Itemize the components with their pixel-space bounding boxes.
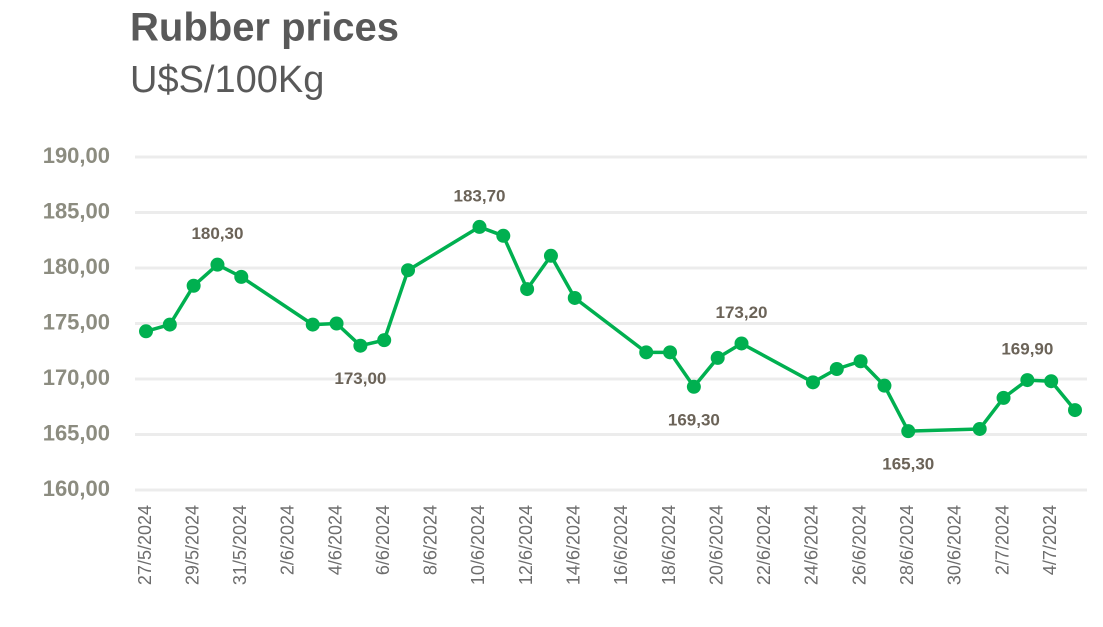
point [901,424,916,439]
data-label: 180,30 [191,224,243,243]
x-tick-label: 16/6/2024 [611,505,631,585]
line [145,225,1077,433]
data-label: 173,00 [334,369,386,388]
point [1068,403,1082,418]
point [639,345,654,360]
y-tick-label: 190,00 [43,143,110,168]
x-tick-label: 10/6/2024 [468,505,488,585]
point [401,263,416,278]
point [1044,374,1059,389]
y-tick-label: 175,00 [43,309,110,334]
point [686,379,701,394]
point [210,257,225,272]
point [543,248,558,263]
x-tick-label: 6/6/2024 [373,505,393,575]
chart-subtitle: U$S/100Kg [130,59,324,101]
point [139,324,153,339]
data-label: 169,30 [668,410,720,429]
x-tick-label: 27/5/2024 [135,505,155,585]
point [734,336,749,351]
chart-title: Rubber prices [130,6,399,50]
x-tick-label: 4/6/2024 [325,505,345,575]
x-tick-label: 12/6/2024 [516,505,536,585]
x-tick-label: 28/6/2024 [897,505,917,585]
point [377,333,392,348]
data-label: 165,30 [882,455,934,474]
data-label: 169,90 [1001,340,1053,359]
point [162,317,177,332]
data-label: 173,20 [716,303,768,322]
point [853,354,868,369]
point [996,390,1011,405]
point [972,421,987,436]
x-tick-label: 22/6/2024 [754,505,774,585]
point [829,362,844,377]
point [710,350,725,365]
x-tick-label: 2/6/2024 [278,505,298,575]
point [663,345,678,360]
x-tick-label: 29/5/2024 [182,505,202,585]
point [353,338,368,353]
x-tick-label: 14/6/2024 [564,505,584,585]
data-label: 183,70 [453,186,505,205]
point [305,317,320,332]
x-tick-label: 30/6/2024 [945,505,965,585]
point [1020,373,1035,388]
x-tick-label: 31/5/2024 [230,505,250,585]
point [805,375,820,390]
point [234,269,249,284]
y-tick-label: 170,00 [43,365,110,390]
x-tick-label: 2/7/2024 [992,505,1012,575]
y-tick-label: 180,00 [43,254,110,279]
point [496,228,511,243]
point [567,290,582,305]
point [186,278,201,293]
y-tick-label: 185,00 [43,198,110,223]
x-tick-label: 18/6/2024 [659,505,679,585]
point [472,219,487,234]
y-tick-label: 165,00 [43,420,110,445]
x-tick-label: 20/6/2024 [706,505,726,585]
y-tick-label: 160,00 [43,476,110,501]
x-tick-label: 8/6/2024 [421,505,441,575]
point [520,282,535,297]
point [877,378,892,393]
x-tick-label: 4/7/2024 [1040,505,1060,575]
x-tick-label: 26/6/2024 [849,505,869,585]
point [329,316,344,331]
x-tick-label: 24/6/2024 [802,505,822,585]
